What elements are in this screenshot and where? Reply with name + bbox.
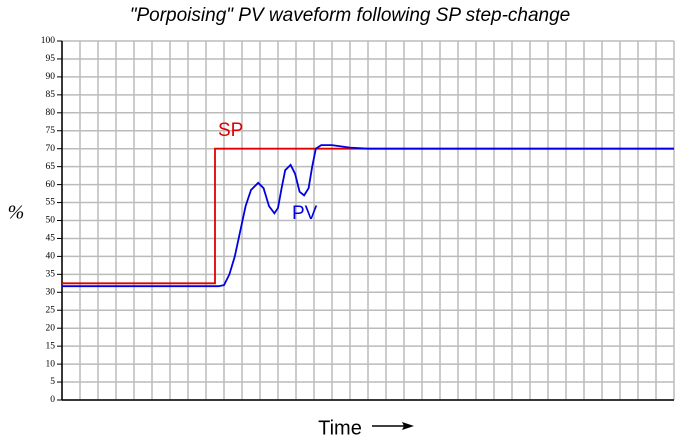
data-line [62,144,674,288]
y-tick-label: 70 [46,144,56,154]
y-tick-label: 85 [46,90,56,100]
chart-title: "Porpoising" PV waveform following SP st… [130,5,571,26]
y-tick-label: 45 [46,234,56,244]
series-label: SP [218,120,243,141]
y-tick-label: 100 [41,36,56,46]
y-tick-label: 80 [46,108,56,118]
y-tick-label: 30 [46,287,56,297]
y-tick-label: 15 [46,341,56,351]
y-tick-label: 40 [46,252,56,262]
y-tick-label: 35 [46,270,56,280]
y-axis-label: % [8,202,25,224]
y-tick-label: 25 [46,305,56,315]
x-axis-label: Time [318,417,362,439]
y-tick-label: 95 [46,54,56,64]
y-tick-label: 0 [50,395,55,405]
y-tick-label: 10 [46,359,56,369]
series-label: PV [292,203,318,224]
y-tick-label: 60 [46,180,56,190]
x-arrow [372,422,414,430]
y-tick-label: 50 [46,216,56,226]
y-tick-label: 55 [46,198,56,208]
y-tick-label: 65 [46,162,56,172]
y-tick-label: 75 [46,126,56,136]
y-tick-label: 20 [46,323,56,333]
y-tick-label: 5 [50,377,55,387]
y-tick-label: 90 [46,72,56,82]
